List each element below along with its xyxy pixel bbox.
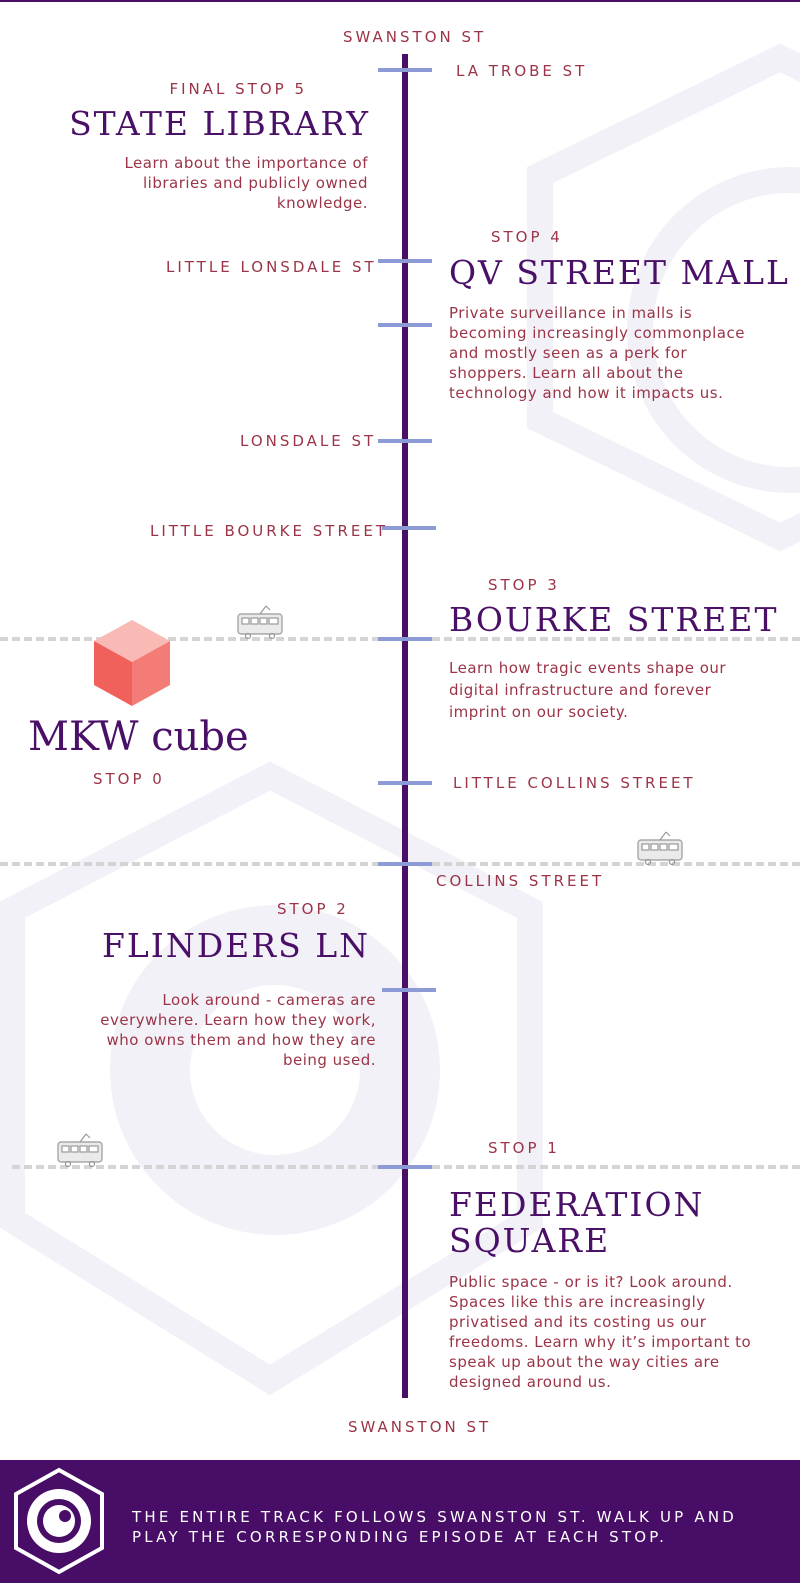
stop0-title: MKW cube bbox=[28, 714, 249, 760]
stop2-label: STOP 2 bbox=[277, 900, 349, 918]
stop3-label: STOP 3 bbox=[488, 576, 560, 594]
top-border bbox=[0, 0, 800, 2]
tram-icon bbox=[57, 1133, 103, 1168]
street-swanston-bottom: SWANSTON ST bbox=[348, 1418, 492, 1436]
street-lonsdale: LONSDALE ST bbox=[240, 432, 377, 450]
street-little-lonsdale: LITTLE LONSDALE ST bbox=[166, 258, 377, 276]
street-swanston-top: SWANSTON ST bbox=[343, 28, 487, 46]
tick-la-trobe bbox=[378, 68, 432, 72]
stop4-description: Private surveillance in malls is becomin… bbox=[449, 304, 745, 402]
tram-icon bbox=[237, 605, 283, 640]
street-little-bourke: LITTLE BOURKE STREET bbox=[150, 522, 388, 540]
stop2-description: Look around - cameras are everywhere. Le… bbox=[100, 991, 376, 1069]
tick-little-lonsdale bbox=[378, 259, 432, 263]
stop1-title-line1: FEDERATION bbox=[449, 1185, 705, 1224]
footer-instructions: THE ENTIRE TRACK FOLLOWS SWANSTON ST. WA… bbox=[132, 1508, 738, 1546]
tick-lonsdale bbox=[378, 439, 432, 443]
cube-icon bbox=[94, 620, 170, 706]
stop1-label: STOP 1 bbox=[488, 1139, 560, 1157]
stop5-description: Learn about the importance of libraries … bbox=[124, 154, 368, 212]
tick-collins bbox=[378, 862, 432, 866]
footer-banner bbox=[0, 1460, 800, 1583]
tick-flinders-ln bbox=[382, 988, 436, 992]
stop3-description: Learn how tragic events shape our digita… bbox=[449, 659, 727, 721]
tram-icon bbox=[637, 831, 683, 866]
swanston-track-line bbox=[402, 54, 408, 1398]
street-little-collins: LITTLE COLLINS STREET bbox=[453, 774, 696, 792]
eye-hexagon-logo-icon bbox=[14, 1467, 104, 1575]
tick-little-bourke bbox=[382, 526, 436, 530]
stop4-title: QV STREET MALL bbox=[449, 253, 790, 292]
stop1-title-line2: SQUARE bbox=[449, 1221, 611, 1260]
stop1-description: Public space - or is it? Look around. Sp… bbox=[449, 1273, 752, 1391]
hexagon-watermark-icon bbox=[0, 43, 800, 1396]
stop4-label: STOP 4 bbox=[491, 228, 563, 246]
tick-qv bbox=[378, 323, 432, 327]
tick-federation bbox=[378, 1165, 432, 1169]
stop5-label: FINAL STOP 5 bbox=[169, 80, 307, 98]
stop3-title: BOURKE STREET bbox=[449, 600, 779, 639]
stop0-label: STOP 0 bbox=[93, 770, 165, 788]
street-la-trobe: LA TROBE ST bbox=[456, 62, 588, 80]
tick-bourke bbox=[378, 637, 432, 641]
street-collins: COLLINS STREET bbox=[436, 872, 605, 890]
stop2-title: FLINDERS LN bbox=[101, 926, 370, 965]
tick-little-collins bbox=[378, 781, 432, 785]
stop5-title: STATE LIBRARY bbox=[69, 104, 370, 143]
